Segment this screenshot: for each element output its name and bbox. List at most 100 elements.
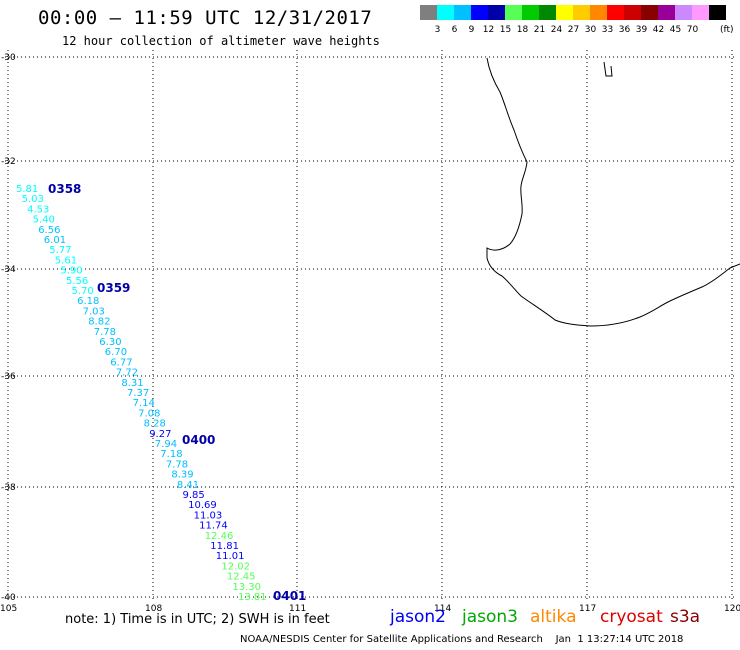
note-text: note: 1) Time is in UTC; 2) SWH is in fe…	[65, 612, 330, 627]
wave-height-value: 5.70	[72, 286, 94, 297]
wave-height-value: 6.18	[77, 296, 99, 307]
australia-coastline	[486, 57, 740, 327]
longitude-tick-label: 105	[0, 604, 17, 614]
wave-height-value: 11.81	[210, 541, 239, 552]
jason2-track: 5.815.034.535.406.566.015.775.615.905.56…	[16, 182, 306, 603]
legend-swatch	[420, 5, 437, 20]
wave-height-value: 12.46	[205, 531, 234, 542]
time-label: 0359	[97, 281, 130, 295]
legend-swatch	[573, 5, 590, 20]
latitude-tick-label: -36	[1, 372, 16, 382]
legend-label: 24	[550, 25, 563, 35]
legend-swatch	[454, 5, 471, 20]
map-title: 00:00 — 11:59 UTC 12/31/2017	[38, 7, 373, 29]
rottnest-island	[603, 61, 613, 77]
wave-height-value: 13.30	[232, 582, 261, 593]
legend-swatch	[624, 5, 641, 20]
legend-label: 21	[533, 25, 546, 35]
wave-height-value: 5.77	[49, 245, 71, 256]
satellite-name: cryosat	[600, 607, 663, 627]
legend-swatch	[505, 5, 522, 20]
wave-height-value: 9.85	[183, 490, 205, 501]
wave-height-value: 8.82	[88, 317, 110, 328]
legend-label: 42	[652, 25, 665, 35]
legend-swatch	[556, 5, 573, 20]
satellite-name: jason2	[390, 607, 446, 627]
legend-swatch	[675, 5, 692, 20]
wave-height-value: 4.53	[27, 204, 49, 215]
legend-label: 33	[601, 25, 614, 35]
legend-label: 27	[567, 25, 580, 35]
latitude-tick-label: -30	[1, 53, 16, 63]
legend-swatch	[658, 5, 675, 20]
legend-label: 30	[584, 25, 597, 35]
wave-height-value: 5.40	[33, 215, 55, 226]
wave-height-value: 8.28	[144, 419, 166, 430]
legend-swatch	[437, 5, 454, 20]
latitude-tick-label: -38	[1, 483, 16, 493]
wave-height-value: 6.30	[99, 337, 121, 348]
wave-height-value: 7.18	[160, 449, 182, 460]
time-label: 0358	[48, 182, 81, 196]
longitude-tick-label: 114	[434, 604, 451, 614]
legend-swatch	[641, 5, 658, 20]
wave-height-value: 7.08	[138, 408, 160, 419]
legend-label: 45	[669, 25, 682, 35]
legend-swatch	[709, 5, 726, 20]
legend-swatch	[607, 5, 624, 20]
wave-height-value: 12.45	[227, 572, 256, 583]
longitude-tick-label: 111	[289, 604, 306, 614]
wave-height-value: 5.56	[66, 276, 88, 287]
wave-height-value: 8.41	[177, 480, 199, 491]
legend-swatch	[522, 5, 539, 20]
wave-height-value: 6.77	[110, 357, 132, 368]
satellite-name: altika	[530, 607, 577, 627]
legend-label: 15	[499, 25, 512, 35]
wave-height-value: 7.03	[83, 306, 105, 317]
legend-label: 36	[618, 25, 631, 35]
wave-height-value: 8.31	[121, 378, 143, 389]
legend-swatch	[488, 5, 505, 20]
wave-height-value: 5.61	[55, 255, 77, 266]
legend-label: 39	[635, 25, 648, 35]
legend-swatch	[692, 5, 709, 20]
wave-height-value: 6.70	[105, 347, 127, 358]
credit-line: NOAA/NESDIS Center for Satellite Applica…	[240, 634, 684, 645]
wave-height-value: 6.56	[38, 225, 60, 236]
wave-height-value: 10.69	[188, 500, 217, 511]
latitude-tick-label: -32	[1, 157, 16, 167]
wave-height-value: 9.27	[149, 429, 171, 440]
wave-height-value: 11.03	[194, 510, 223, 521]
legend-swatch	[539, 5, 556, 20]
legend-unit: (ft)	[720, 25, 734, 35]
legend-label: 18	[516, 25, 529, 35]
wave-height-value: 12.02	[221, 561, 250, 572]
legend-swatch	[590, 5, 607, 20]
longitude-tick-label: 117	[579, 604, 596, 614]
wave-height-value: 7.94	[155, 439, 177, 450]
legend-label: 70	[686, 25, 699, 35]
longitude-tick-label: 120	[724, 604, 740, 614]
wave-height-value: 5.90	[60, 266, 82, 277]
legend-label: 6	[451, 25, 458, 35]
wave-height-value: 7.14	[133, 398, 155, 409]
lat-lon-grid	[5, 50, 735, 600]
legend-label: 3	[434, 25, 441, 35]
latitude-tick-label: -34	[1, 265, 16, 275]
wave-height-value: 5.81	[16, 184, 38, 195]
wave-height-value: 7.37	[127, 388, 149, 399]
legend-swatch	[471, 5, 488, 20]
time-label: 0400	[182, 433, 215, 447]
wave-height-value: 11.01	[216, 551, 245, 562]
wave-height-value: 7.72	[116, 368, 138, 379]
legend-label: 12	[482, 25, 495, 35]
wave-height-value: 5.03	[22, 194, 44, 205]
latitude-tick-label: -40	[1, 593, 16, 603]
wave-height-value: 8.39	[171, 470, 193, 481]
wave-height-value: 7.78	[166, 459, 188, 470]
map-subtitle: 12 hour collection of altimeter wave hei…	[62, 34, 380, 48]
longitude-tick-label: 108	[145, 604, 162, 614]
wave-height-value: 13.81	[238, 592, 267, 603]
